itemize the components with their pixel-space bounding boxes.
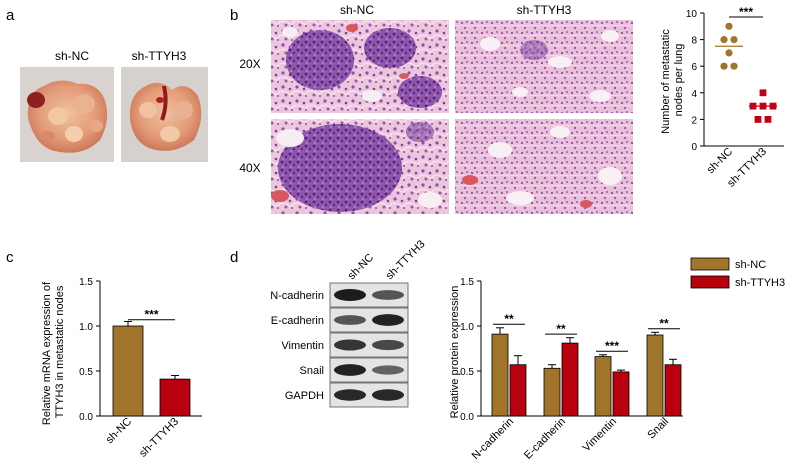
- chart-d-bar: Relative protein expression 0.0 0.5 1.0 1.5 *…: [449, 257, 785, 463]
- photo-lung-sh-nc: [20, 67, 114, 162]
- scatter-y-tick-label: 2: [691, 115, 697, 126]
- bar-c-y-tick-label: 0.5: [79, 367, 93, 378]
- blot-band: [334, 389, 366, 401]
- legend-label-sh-ttyh3: sh-TTYH3: [735, 277, 785, 289]
- bar-d-snail-sh-ttyh3: [664, 364, 682, 417]
- blot-band: [372, 339, 404, 351]
- bar-d-y-tick-label: 1.0: [460, 322, 474, 333]
- bar-d-n-cadherin-sh-ttyh3: [509, 364, 527, 417]
- scatter-ylabel: Number of metastatic nodes per lung: [660, 26, 685, 134]
- bar-c-y-tick-label: 1.5: [79, 277, 93, 288]
- blot-column-label: sh-TTYH3: [384, 238, 428, 282]
- bar-c-x-tick-label: sh-TTYH3: [137, 416, 181, 460]
- bar-c-y-tick-label: 0.0: [79, 412, 93, 423]
- scatter-point-sh-ttyh3: [754, 116, 762, 123]
- legend-swatch-sh-nc: [690, 257, 730, 271]
- he-image-ttyh3-40x: [455, 119, 633, 214]
- legend-swatch-sh-ttyh3: [690, 275, 730, 289]
- he-row-label-20x: 20X: [239, 57, 260, 71]
- scatter-point-sh-nc: [720, 62, 728, 70]
- bar-d-e-cadherin-sh-ttyh3: [561, 342, 579, 417]
- bar-d-sig-label: **: [659, 317, 669, 331]
- panel-letter-d: d: [230, 249, 238, 266]
- bar-c-ylabel-line2: TTYH3 in metastatic nodes: [54, 285, 66, 418]
- scatter-y-tick-label: 6: [691, 62, 697, 73]
- scatter-point-sh-nc: [720, 36, 728, 44]
- he-col-label-nc: sh-NC: [340, 3, 374, 17]
- bar-d-x-tick-label: Snail: [645, 416, 671, 442]
- blot-band: [334, 364, 366, 376]
- bar-c-ylabel-line1: Relative mRNA expression of: [41, 281, 53, 425]
- blot-row-label-n-cadherin: N-cadherin: [270, 290, 324, 302]
- bar-d-vimentin-sh-nc: [594, 356, 612, 417]
- he-col-label-ttyh3: sh-TTYH3: [517, 3, 572, 17]
- chart-c-bar: Relative mRNA expression of TTYH3 in met…: [41, 277, 202, 460]
- he-image-nc-20x: [271, 20, 449, 113]
- bar-d-sig-label: **: [504, 312, 514, 326]
- blot-band: [334, 315, 366, 325]
- bar-d-ylabel: Relative protein expression: [449, 286, 461, 419]
- scatter-y-tick-label: 0: [691, 142, 697, 153]
- he-image-ttyh3-20x: [455, 20, 633, 113]
- bar-c-x-tick-label: sh-NC: [104, 416, 135, 447]
- bar-d-e-cadherin-sh-nc: [543, 367, 561, 417]
- bar-c-sig-label: ***: [144, 308, 158, 322]
- blot-band: [372, 314, 404, 326]
- blot-band: [372, 389, 404, 401]
- scatter-point-sh-nc: [725, 49, 733, 57]
- bar-c-sh-ttyh3: [159, 378, 191, 417]
- scatter-point-sh-ttyh3: [764, 116, 772, 123]
- photo-lung-sh-ttyh3: [121, 67, 208, 162]
- bar-c-sh-nc: [112, 325, 144, 417]
- blot-band: [372, 365, 404, 375]
- western-blot: sh-NC sh-TTYH3 N-cadherin E-cadherin Vimenti…: [270, 238, 428, 408]
- panel-letter-c: c: [6, 249, 14, 266]
- chart-b-scatter: Number of metastatic nodes per lung 0 2 4 6…: [660, 5, 784, 190]
- bar-d-x-tick-label: N-cadherin: [470, 416, 517, 463]
- panel-letter-a: a: [6, 7, 15, 24]
- scatter-x-tick-label: sh-NC: [705, 146, 736, 177]
- bar-d-y-tick-label: 0.5: [460, 367, 474, 378]
- bar-d-snail-sh-nc: [646, 334, 664, 417]
- scatter-ylabel-line2: nodes per lung: [673, 44, 685, 117]
- panel-a-label-nc: sh-NC: [55, 49, 89, 63]
- he-image-nc-40x: [271, 119, 449, 214]
- he-row-label-40x: 40X: [239, 161, 260, 175]
- bar-d-sig-label: **: [556, 322, 566, 336]
- bar-d-n-cadherin-sh-nc: [491, 333, 509, 417]
- scatter-y-tick-label: 10: [686, 9, 698, 20]
- blot-band: [334, 339, 366, 351]
- legend-label-sh-nc: sh-NC: [735, 259, 766, 271]
- bar-d-x-tick-label: E-cadherin: [522, 416, 568, 462]
- bar-d-y-tick-label: 1.5: [460, 277, 474, 288]
- blot-band: [334, 289, 366, 301]
- bar-d-sig-label: ***: [605, 339, 619, 353]
- blot-column-label: sh-NC: [346, 252, 377, 283]
- blot-row-label-vimentin: Vimentin: [281, 340, 324, 352]
- panel-letter-b: b: [230, 7, 238, 24]
- panel-a-label-ttyh3: sh-TTYH3: [132, 49, 187, 63]
- blot-row-label-e-cadherin: E-cadherin: [271, 315, 324, 327]
- scatter-ylabel-line1: Number of metastatic: [660, 29, 672, 134]
- bar-c-y-tick-label: 1.0: [79, 322, 93, 333]
- bar-d-x-tick-label: Vimentin: [581, 416, 620, 455]
- bar-d-y-tick-label: 0.0: [460, 412, 474, 423]
- blot-row-label-gapdh: GAPDH: [285, 390, 324, 402]
- bar-c-ylabel: Relative mRNA expression of TTYH3 in met…: [41, 279, 66, 425]
- scatter-sig-label: ***: [739, 5, 753, 19]
- scatter-point-sh-nc: [730, 62, 738, 70]
- blot-row-label-snail: Snail: [300, 365, 324, 377]
- scatter-y-tick-label: 4: [691, 89, 697, 100]
- blot-band: [372, 290, 404, 300]
- scatter-point-sh-nc: [730, 36, 738, 44]
- bar-d-vimentin-sh-ttyh3: [612, 371, 630, 417]
- scatter-point-sh-nc: [725, 22, 733, 30]
- scatter-y-tick-label: 8: [691, 36, 697, 47]
- scatter-point-sh-ttyh3: [759, 89, 767, 97]
